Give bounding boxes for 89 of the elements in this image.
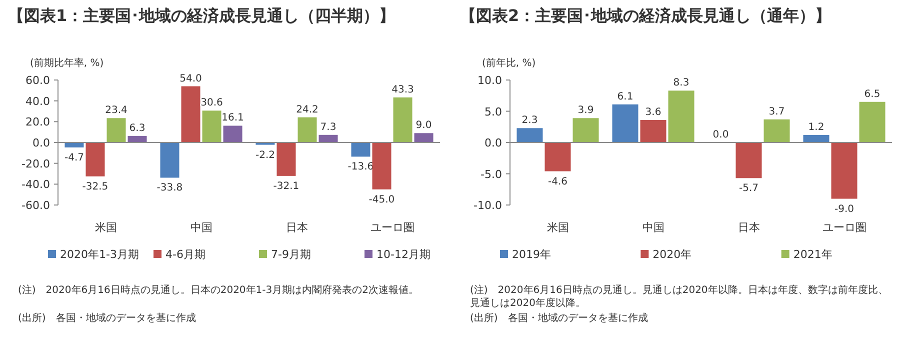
y-tick-label: 0.0 bbox=[32, 136, 50, 150]
bar bbox=[64, 142, 84, 148]
bar bbox=[202, 110, 222, 142]
data-label: 6.1 bbox=[617, 91, 634, 102]
data-label: 30.6 bbox=[200, 98, 223, 109]
bar bbox=[298, 117, 317, 142]
data-label: 54.0 bbox=[180, 73, 202, 84]
legend-label: 2019年 bbox=[512, 248, 551, 261]
bar bbox=[393, 97, 412, 142]
y-tick-label: 40.0 bbox=[26, 94, 50, 108]
data-label: 3.6 bbox=[645, 107, 662, 118]
bar bbox=[160, 142, 180, 178]
bar bbox=[764, 119, 790, 142]
y-tick-label: -5.0 bbox=[480, 168, 502, 181]
x-tick-label: ユーロ圏 bbox=[370, 221, 414, 234]
y-axis-title: (前年比, %) bbox=[482, 57, 536, 69]
data-label: 1.2 bbox=[808, 122, 824, 133]
bar bbox=[351, 142, 370, 157]
data-label: -33.8 bbox=[156, 182, 183, 194]
data-label: 43.3 bbox=[392, 84, 414, 96]
x-tick-label: 日本 bbox=[286, 221, 308, 234]
data-label: 9.0 bbox=[416, 120, 432, 132]
bar bbox=[516, 128, 543, 142]
legend-label: 4-6月期 bbox=[166, 248, 206, 261]
bar bbox=[612, 104, 638, 142]
data-label: -4.6 bbox=[548, 176, 568, 188]
data-label: 0.0 bbox=[712, 130, 729, 140]
data-label: 3.7 bbox=[768, 106, 785, 118]
text: (出所) 各国・地域のデータを基に作成 bbox=[470, 312, 649, 325]
y-tick-label: 20.0 bbox=[26, 116, 50, 129]
data-label: 8.3 bbox=[673, 78, 690, 89]
bar bbox=[414, 133, 434, 142]
legend-label: 2020年1-3月期 bbox=[60, 248, 139, 261]
bar bbox=[572, 118, 599, 142]
data-label: -45.0 bbox=[368, 194, 395, 206]
data-label: -2.2 bbox=[255, 150, 275, 161]
y-tick-label: 60.0 bbox=[26, 74, 50, 87]
legend-label: 7-9月期 bbox=[271, 248, 311, 261]
x-tick-label: 中国 bbox=[190, 221, 212, 234]
data-label: 23.4 bbox=[105, 105, 128, 116]
bar bbox=[318, 134, 338, 142]
text: (注) 2020年6月16日時点の見通し。見通しは2020年以降。日本は年度、数字は前年度比、見通しは2020年度以降。 bbox=[470, 284, 889, 310]
x-tick-label: 米国 bbox=[94, 221, 117, 234]
bar bbox=[128, 136, 147, 142]
y-tick-label: 10.0 bbox=[478, 74, 502, 87]
x-tick-label: 米国 bbox=[546, 221, 569, 234]
text: (出所) 各国・地域のデータを基に作成 bbox=[18, 312, 197, 325]
bar bbox=[668, 90, 694, 142]
bar bbox=[276, 142, 296, 176]
data-label: -5.7 bbox=[738, 183, 759, 194]
data-label: 2.3 bbox=[522, 115, 538, 126]
data-label: 6.3 bbox=[129, 122, 146, 134]
y-tick-label: 0.0 bbox=[484, 136, 502, 150]
bar bbox=[859, 102, 886, 142]
x-tick-label: 中国 bbox=[642, 221, 664, 234]
data-label: 7.3 bbox=[320, 122, 336, 133]
data-label: -4.7 bbox=[64, 152, 84, 164]
data-label: -13.6 bbox=[348, 162, 374, 173]
y-tick-label: -60.0 bbox=[22, 199, 50, 212]
data-label: -32.1 bbox=[273, 180, 300, 192]
text: (注) 2020年6月16日時点の見通し。日本の2020年1-3月期は内閣府発表の2次速報値。 bbox=[18, 284, 420, 297]
data-label: 16.1 bbox=[222, 112, 244, 124]
x-tick-label: ユーロ圏 bbox=[822, 221, 866, 234]
data-label: -9.0 bbox=[834, 204, 854, 215]
bar bbox=[831, 142, 858, 199]
y-tick-label: 5.0 bbox=[484, 105, 502, 118]
bar bbox=[640, 120, 666, 142]
data-label: 24.2 bbox=[296, 104, 318, 116]
bar bbox=[181, 86, 200, 142]
data-label: -32.5 bbox=[82, 181, 108, 192]
chart-title: 【図表1：主要国･地域の経済成長見通し（四半期）】 bbox=[8, 6, 396, 27]
y-axis-title: (前期比年率, %) bbox=[30, 57, 104, 69]
y-tick-label: -10.0 bbox=[474, 199, 502, 212]
legend-label: 2021年 bbox=[793, 248, 832, 261]
bar bbox=[223, 126, 242, 142]
bar bbox=[86, 142, 105, 176]
bar bbox=[544, 142, 571, 172]
y-tick-label: -20.0 bbox=[22, 157, 50, 170]
bar bbox=[106, 118, 126, 142]
bar bbox=[372, 142, 392, 190]
data-label: 3.9 bbox=[578, 105, 594, 116]
bar bbox=[736, 142, 762, 178]
data-label: 6.5 bbox=[864, 88, 880, 100]
y-tick-label: -40.0 bbox=[22, 178, 50, 192]
legend-label: 10-12月期 bbox=[376, 248, 430, 261]
x-tick-label: 日本 bbox=[738, 221, 760, 234]
bar bbox=[803, 135, 830, 142]
chart-title: 【図表2：主要国･地域の経済成長見通し（通年）】 bbox=[460, 6, 832, 27]
legend-label: 2020年 bbox=[652, 248, 692, 261]
